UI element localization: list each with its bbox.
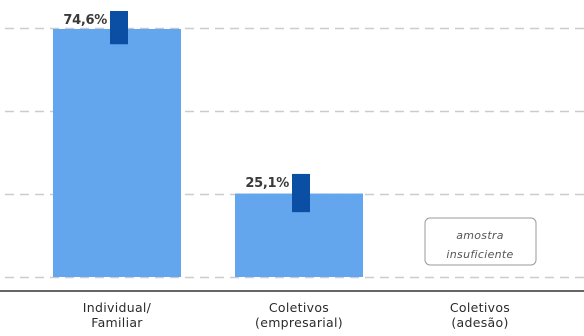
- category-labels: Individual/FamiliarColetivos(empresarial…: [83, 300, 510, 330]
- category-label: Coletivos: [450, 300, 510, 315]
- category-label: (adesão): [451, 315, 508, 330]
- value-labels: 74,6% 25,1%: [63, 13, 289, 191]
- bar: [53, 28, 181, 277]
- note-text: amostra: [456, 229, 504, 242]
- error-bar: [110, 11, 128, 45]
- error-bar: [292, 173, 310, 213]
- bars: [53, 28, 363, 277]
- error-bars: [110, 11, 310, 213]
- notes: amostra insuficiente: [424, 217, 537, 266]
- category-label: (empresarial): [255, 315, 343, 330]
- value-label: 25,1%: [245, 176, 289, 191]
- category-label: Individual/: [83, 300, 152, 315]
- note-text: insuficiente: [446, 248, 513, 261]
- value-label: 74,6%: [63, 13, 107, 28]
- category-label: Familiar: [91, 315, 143, 330]
- category-label: Coletivos: [269, 300, 329, 315]
- note-box: [424, 217, 537, 266]
